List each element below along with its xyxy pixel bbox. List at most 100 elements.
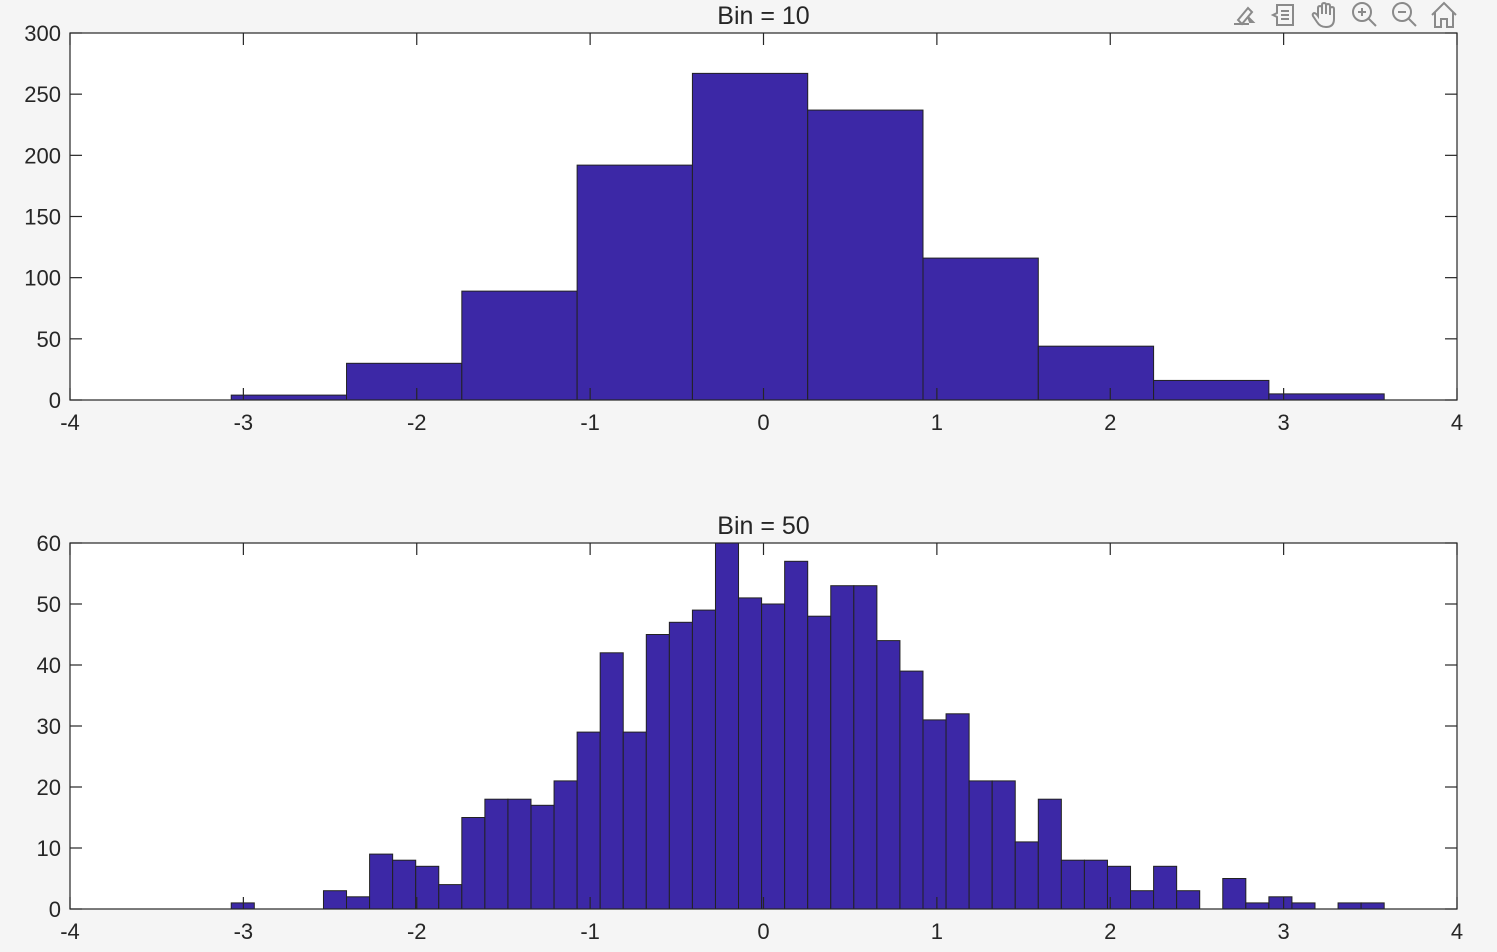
- y-tick-label: 30: [37, 714, 61, 739]
- x-tick-label: -3: [234, 410, 254, 435]
- histogram-bar: [369, 853, 394, 910]
- histogram-bar: [1291, 902, 1316, 910]
- y-tick-label: 60: [37, 531, 61, 556]
- x-tick-label: 1: [931, 919, 943, 944]
- histogram-bar: [576, 731, 601, 910]
- histogram-bar: [645, 634, 670, 910]
- data-tips-icon: [1270, 4, 1294, 26]
- histogram-bar: [807, 109, 924, 401]
- histogram-bar: [484, 798, 509, 910]
- histogram-bar: [738, 597, 763, 910]
- x-tick-label: -1: [580, 410, 600, 435]
- zoom-out-button[interactable]: [1387, 0, 1421, 30]
- histogram-bar: [1360, 902, 1385, 910]
- histogram-bar: [714, 542, 740, 910]
- histogram-bar: [599, 652, 624, 910]
- histogram-bar: [1268, 896, 1293, 910]
- histogram-bar: [853, 585, 878, 910]
- histogram-bar: [230, 394, 348, 401]
- histogram-bar: [461, 817, 486, 910]
- histogram-bar: [1153, 379, 1270, 401]
- home-button[interactable]: [1427, 0, 1461, 30]
- y-tick-label: 10: [37, 836, 61, 861]
- x-tick-label: 3: [1278, 410, 1290, 435]
- histogram-bar: [922, 719, 947, 910]
- chart-title: Bin = 10: [717, 2, 809, 30]
- histogram-bar: [968, 780, 993, 910]
- histogram-bar: [1014, 841, 1039, 910]
- histogram-bar: [899, 670, 924, 910]
- histogram-bar: [230, 902, 255, 910]
- histogram-bar: [991, 780, 1016, 910]
- histogram-bar: [415, 865, 440, 910]
- histogram-bar: [1037, 345, 1155, 401]
- zoom-in-icon: [1352, 2, 1377, 27]
- data-tips-button[interactable]: [1267, 0, 1301, 30]
- histogram-bar: [668, 621, 693, 910]
- y-tick-label: 0: [49, 897, 61, 922]
- y-tick-label: 100: [24, 266, 61, 291]
- histogram-bar: [322, 890, 348, 910]
- x-tick-label: 2: [1104, 410, 1116, 435]
- histogram-bar: [691, 72, 809, 401]
- histogram-bar: [1176, 890, 1201, 910]
- y-tick-label: 150: [24, 205, 61, 230]
- y-tick-label: 200: [24, 143, 61, 168]
- y-tick-label: 250: [24, 82, 61, 107]
- histogram-bar: [438, 884, 463, 910]
- y-tick-label: 300: [24, 21, 61, 46]
- histogram-bar: [1153, 865, 1178, 910]
- histogram-bar: [1060, 859, 1085, 910]
- histogram-bar: [807, 615, 832, 910]
- pan-button[interactable]: [1307, 0, 1341, 30]
- histogram-bar: [346, 896, 371, 910]
- histogram-bar: [691, 609, 716, 910]
- x-tick-label: -1: [580, 919, 600, 944]
- histogram-bar: [553, 780, 578, 910]
- y-tick-label: 0: [49, 388, 61, 413]
- histogram-bar: [1245, 902, 1270, 910]
- histogram-bar: [507, 798, 532, 910]
- y-tick-label: 40: [37, 653, 61, 678]
- zoom-in-button[interactable]: [1347, 0, 1381, 30]
- brush-button[interactable]: [1227, 0, 1261, 30]
- histogram-bar: [622, 731, 647, 910]
- histogram-bar: [830, 585, 855, 910]
- x-tick-label: -3: [234, 919, 254, 944]
- y-tick-label: 50: [37, 592, 61, 617]
- x-tick-label: -4: [60, 919, 80, 944]
- histogram-bar: [1083, 859, 1108, 910]
- histogram-bar: [1037, 798, 1062, 910]
- x-tick-label: -4: [60, 410, 80, 435]
- home-icon: [1431, 1, 1457, 28]
- histogram-bar: [922, 257, 1039, 401]
- histogram-bar: [876, 640, 901, 910]
- x-tick-label: 3: [1278, 919, 1290, 944]
- histogram-bar: [1337, 902, 1362, 910]
- brush-icon: [1234, 6, 1256, 26]
- x-tick-label: 1: [931, 410, 943, 435]
- histogram-bar: [392, 859, 417, 910]
- histogram-bar: [761, 603, 786, 910]
- histogram-bar: [576, 164, 693, 401]
- histogram-bar: [461, 290, 578, 401]
- x-tick-label: 4: [1451, 410, 1463, 435]
- y-tick-label: 50: [37, 327, 61, 352]
- x-tick-label: 0: [757, 919, 769, 944]
- histogram-bar: [1268, 393, 1385, 401]
- x-tick-label: 4: [1451, 919, 1463, 944]
- histogram-bar: [1106, 865, 1132, 910]
- y-tick-label: 20: [37, 775, 61, 800]
- histogram-bar: [784, 560, 809, 910]
- histogram-bar: [945, 713, 970, 910]
- x-tick-label: 0: [757, 410, 769, 435]
- x-tick-label: -2: [407, 919, 427, 944]
- x-tick-label: 2: [1104, 919, 1116, 944]
- chart-title: Bin = 50: [717, 512, 809, 540]
- histogram-bar: [530, 804, 555, 910]
- histogram-bar: [1222, 878, 1247, 910]
- histogram-bin-10[interactable]: -4 -3 -2 -1 0 1 2 3 4 0 50 100 150 200 250 300 Bin = 10: [24, 2, 1463, 435]
- axes-toolbar: [1227, 0, 1461, 30]
